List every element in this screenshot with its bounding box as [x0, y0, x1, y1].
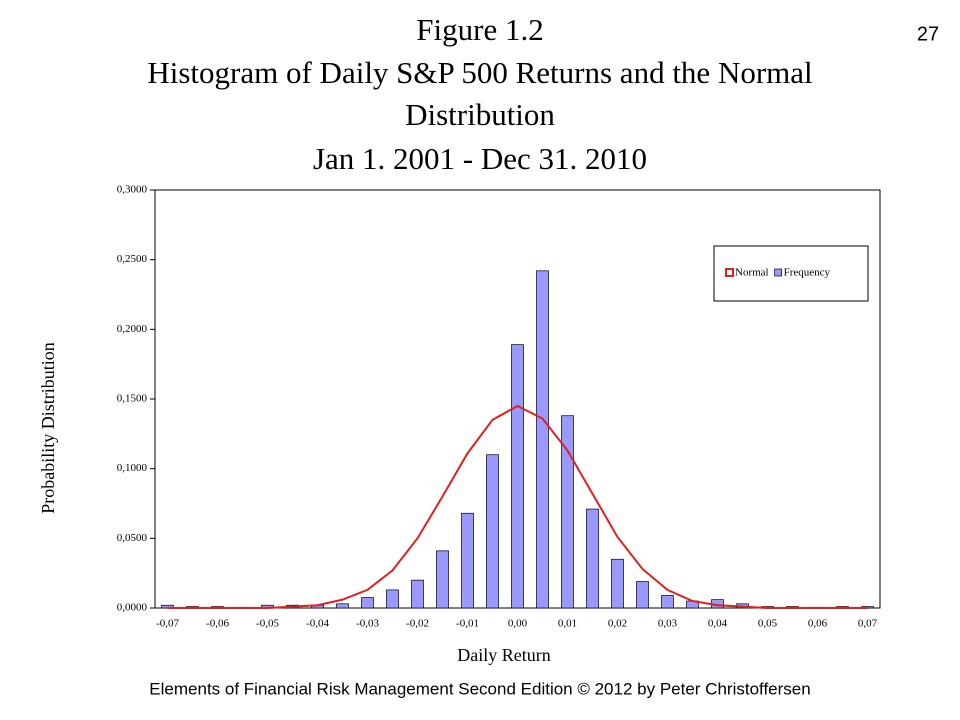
x-tick-label: 0,01 [558, 618, 577, 630]
x-tick-label: 0,06 [808, 618, 828, 630]
chart-subtitle: Histogram of Daily S&P 500 Returns and t… [147, 55, 812, 90]
y-tick-label: 0,0000 [117, 602, 148, 614]
bar [436, 550, 449, 609]
bar [561, 415, 574, 609]
footer: Elements of Financial Risk Management Se… [149, 679, 810, 698]
legend-swatch [725, 268, 734, 277]
x-tick-label: -0,03 [356, 618, 379, 630]
y-tick-label: 0,1500 [117, 393, 148, 405]
x-tick-label: 0,03 [658, 618, 678, 630]
bar [486, 454, 499, 609]
x-tick-label: 0,04 [708, 618, 728, 630]
bar [636, 581, 649, 609]
x-tick-label: -0,01 [456, 618, 479, 630]
chart-subtitle: Distribution [405, 97, 555, 132]
y-axis-label: Probability Distribution [38, 342, 58, 514]
x-tick-label: 0,07 [858, 618, 878, 630]
bar [586, 508, 599, 609]
bar [661, 595, 674, 609]
bar [611, 558, 624, 609]
bar [361, 597, 374, 609]
x-tick-label: -0,05 [256, 618, 279, 630]
y-tick-label: 0,2000 [117, 323, 148, 335]
x-tick-label: 0,02 [608, 618, 627, 630]
bar [336, 603, 349, 609]
y-tick-label: 0,2500 [117, 253, 148, 265]
x-tick-label: 0,05 [758, 618, 778, 630]
chart-subtitle: Jan 1. 2001 - Dec 31. 2010 [313, 141, 647, 176]
legend-label: Frequency [784, 267, 831, 279]
x-tick-label: -0,07 [156, 618, 179, 630]
x-tick-label: -0,04 [306, 618, 329, 630]
y-tick-label: 0,1000 [117, 462, 148, 474]
legend-label: Normal [735, 267, 769, 279]
bar [511, 344, 524, 609]
chart-title: Figure 1.2 [416, 12, 543, 47]
bar [461, 512, 474, 609]
x-tick-label: 0,00 [508, 618, 528, 630]
y-tick-label: 0,0500 [117, 532, 148, 544]
x-tick-label: -0,02 [406, 618, 429, 630]
page-number: 27 [917, 23, 939, 45]
bar [386, 589, 399, 609]
legend-swatch [774, 268, 782, 277]
x-axis-label: Daily Return [457, 645, 550, 665]
x-tick-label: -0,06 [206, 618, 229, 630]
line [167, 404, 868, 609]
y-tick-label: 0,3000 [117, 184, 148, 196]
legend [713, 245, 869, 302]
bar [411, 579, 424, 609]
bar [536, 270, 549, 609]
